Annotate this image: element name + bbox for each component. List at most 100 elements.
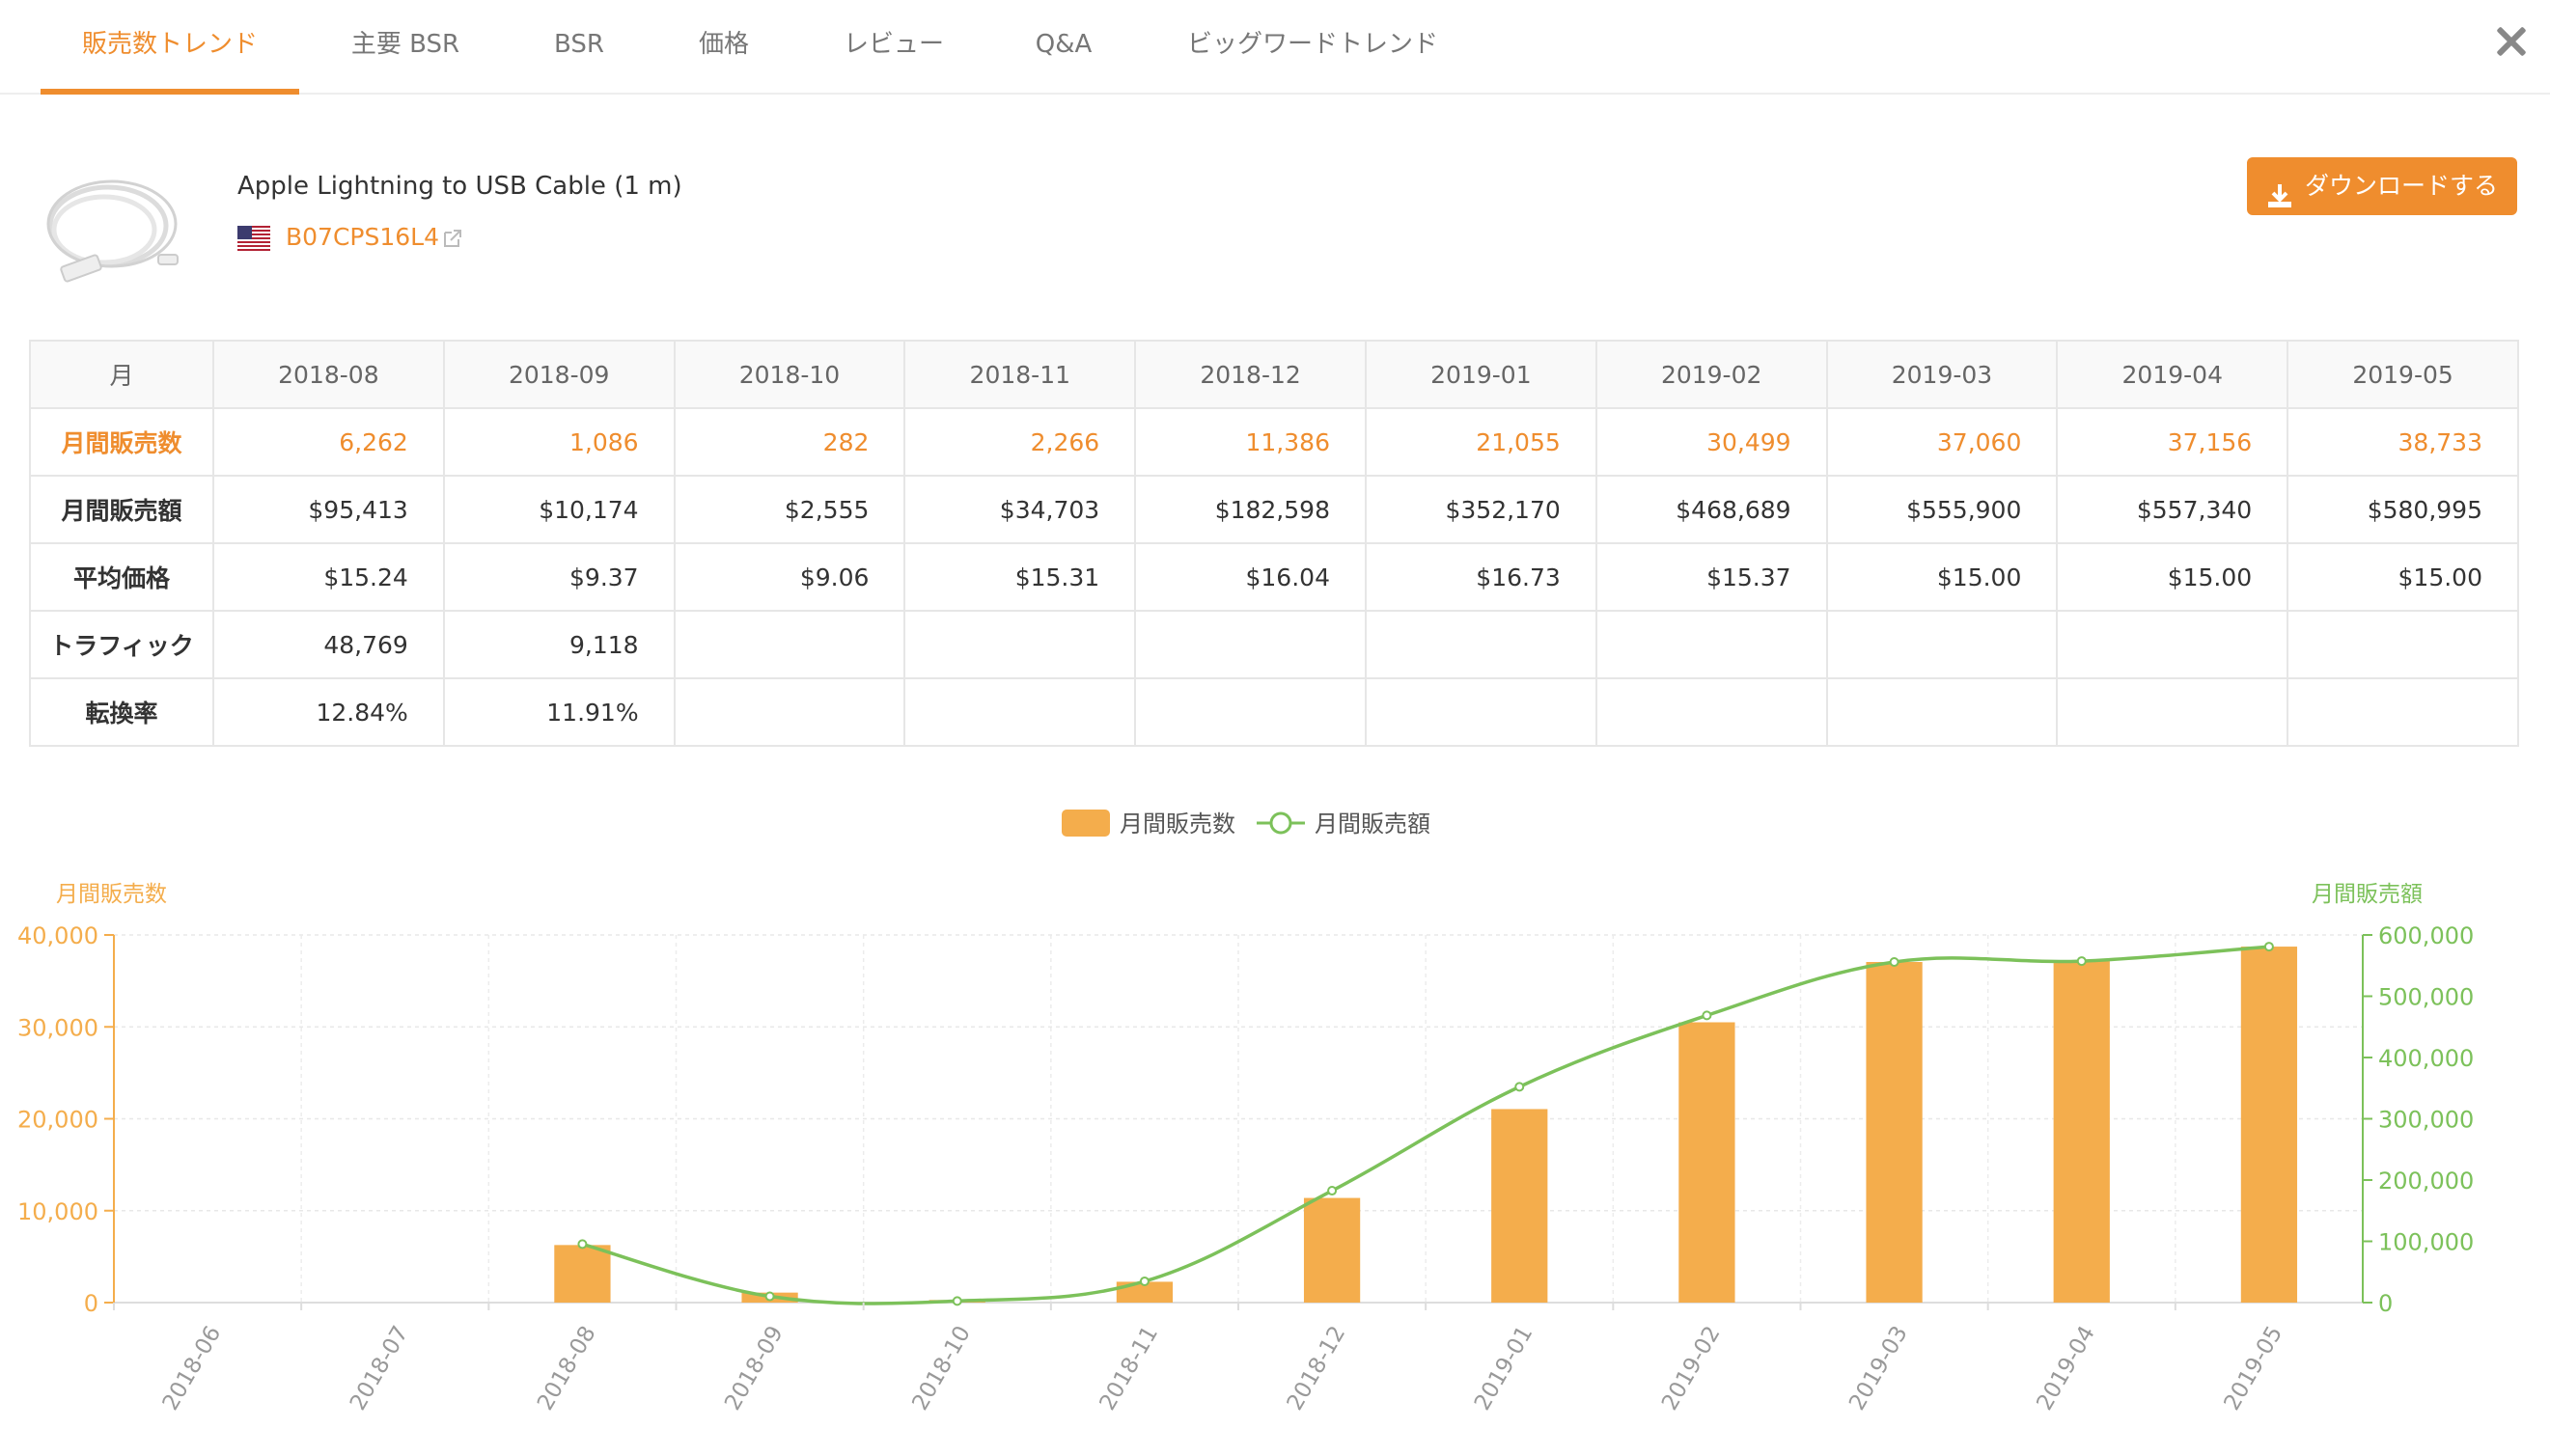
y-right-tick-label: 500,000 bbox=[2378, 984, 2474, 1011]
table-cell: $16.04 bbox=[1134, 542, 1367, 612]
tab-sales-trend[interactable]: 販売数トレンド bbox=[81, 30, 258, 59]
x-tick-label: 2019-04 bbox=[2032, 1322, 2100, 1415]
y-left-tick-label: 40,000 bbox=[17, 922, 98, 949]
table-cell: $95,413 bbox=[212, 475, 445, 544]
line-point bbox=[952, 1296, 962, 1306]
y-left-tick-label: 20,000 bbox=[17, 1107, 98, 1134]
table-cell bbox=[1134, 677, 1367, 747]
table-cell: $15.00 bbox=[1825, 542, 2059, 612]
sales-table: 月 2018-08 2018-09 2018-10 2018-11 2018-1… bbox=[29, 340, 2519, 747]
table-cell: $580,995 bbox=[2287, 475, 2519, 544]
table-cell: 30,499 bbox=[1594, 407, 1828, 477]
bar bbox=[1866, 962, 1923, 1303]
x-tick-label: 2019-03 bbox=[1844, 1322, 1913, 1415]
active-tab-indicator bbox=[41, 89, 299, 95]
table-cell bbox=[2056, 610, 2289, 679]
x-tick-label: 2019-02 bbox=[1657, 1322, 1726, 1415]
row-label: 月間販売額 bbox=[29, 475, 214, 544]
download-button[interactable]: ダウンロードする bbox=[2247, 157, 2517, 215]
sales-chart-svg: 40,000 30,000 20,000 10,000 0 600,000 500,000 4… bbox=[17, 810, 2474, 1415]
tab-price[interactable]: 価格 bbox=[698, 30, 749, 59]
month-header: 2019-05 bbox=[2287, 340, 2519, 409]
x-tick-label: 2018-11 bbox=[1095, 1322, 1164, 1415]
y-right-tick-label: 300,000 bbox=[2378, 1107, 2474, 1134]
table-cell: 11,386 bbox=[1134, 407, 1367, 477]
y-right-tick-label: 100,000 bbox=[2378, 1229, 2474, 1256]
table-cell bbox=[1594, 677, 1828, 747]
table-cell: 282 bbox=[673, 407, 906, 477]
table-cell: 9,118 bbox=[442, 610, 676, 679]
x-tick-label: 2018-08 bbox=[533, 1322, 601, 1415]
table-cell: $15.24 bbox=[212, 542, 445, 612]
table-row: 月間販売数 6,262 1,086 282 2,266 11,386 21,055 30,49… bbox=[29, 407, 2519, 477]
row-label: 転換率 bbox=[29, 677, 214, 747]
table-cell: $15.00 bbox=[2287, 542, 2519, 612]
y-right-tick-label: 200,000 bbox=[2378, 1168, 2474, 1195]
y-right-tick-label: 400,000 bbox=[2378, 1045, 2474, 1072]
table-cell bbox=[903, 677, 1137, 747]
table-cell: $9.37 bbox=[442, 542, 676, 612]
bar bbox=[1491, 1109, 1548, 1303]
external-link-icon[interactable] bbox=[442, 228, 463, 249]
x-tick-label: 2018-07 bbox=[346, 1322, 414, 1415]
close-icon[interactable] bbox=[2494, 25, 2527, 58]
table-cell: 38,733 bbox=[2287, 407, 2519, 477]
line-point bbox=[1139, 1276, 1150, 1286]
product-thumbnail bbox=[35, 172, 180, 293]
tab-bigword-trend[interactable]: ビッグワードトレンド bbox=[1186, 30, 1438, 59]
table-cell: $468,689 bbox=[1594, 475, 1828, 544]
table-cell: $34,703 bbox=[903, 475, 1137, 544]
table-cell bbox=[2287, 610, 2519, 679]
table-cell: $9.06 bbox=[673, 542, 906, 612]
asin-link[interactable]: B07CPS16L4 bbox=[286, 223, 440, 251]
bar bbox=[1678, 1022, 1735, 1303]
table-cell bbox=[2056, 677, 2289, 747]
table-cell: $15.00 bbox=[2056, 542, 2289, 612]
tab-bsr[interactable]: BSR bbox=[554, 30, 604, 59]
month-header: 2019-02 bbox=[1594, 340, 1828, 409]
table-cell: 1,086 bbox=[442, 407, 676, 477]
table-cell: 48,769 bbox=[212, 610, 445, 679]
legend-bar-swatch bbox=[1062, 810, 1110, 837]
table-cell bbox=[2287, 677, 2519, 747]
line-point bbox=[577, 1239, 588, 1250]
table-header-row: 月 2018-08 2018-09 2018-10 2018-11 2018-1… bbox=[29, 340, 2519, 409]
month-header: 2018-08 bbox=[212, 340, 445, 409]
row-label: 月間販売数 bbox=[29, 407, 214, 477]
y-left-tick-label: 30,000 bbox=[17, 1014, 98, 1041]
y-left-tick-label: 0 bbox=[84, 1290, 98, 1317]
product-title: Apple Lightning to USB Cable (1 m) bbox=[237, 172, 682, 201]
month-header: 2019-04 bbox=[2056, 340, 2289, 409]
tab-main-bsr[interactable]: 主要 BSR bbox=[350, 30, 460, 59]
y-left-axis-title: 月間販売数 bbox=[56, 882, 167, 907]
line-series bbox=[581, 945, 2270, 1305]
table-row: 平均価格 $15.24 $9.37 $9.06 $15.31 $16.04 $16.73 $1… bbox=[29, 542, 2519, 612]
row-label: トラフィック bbox=[29, 610, 214, 679]
table-cell bbox=[1364, 677, 1597, 747]
y-right-tick-label: 600,000 bbox=[2378, 922, 2474, 949]
table-cell: $182,598 bbox=[1134, 475, 1367, 544]
table-cell: 37,156 bbox=[2056, 407, 2289, 477]
month-header: 2018-11 bbox=[903, 340, 1137, 409]
tab-review[interactable]: レビュー bbox=[843, 30, 944, 59]
x-tick-label: 2018-10 bbox=[907, 1322, 976, 1415]
table-cell: 2,266 bbox=[903, 407, 1137, 477]
sales-chart: 40,000 30,000 20,000 10,000 0 600,000 500,000 4… bbox=[0, 791, 2550, 1456]
table-cell: 21,055 bbox=[1364, 407, 1597, 477]
month-header: 2018-09 bbox=[442, 340, 676, 409]
month-header: 2018-12 bbox=[1134, 340, 1367, 409]
line-point bbox=[2076, 956, 2087, 967]
line-point bbox=[1889, 957, 1899, 968]
tab-qa[interactable]: Q&A bbox=[1035, 30, 1093, 59]
month-header: 2019-03 bbox=[1825, 340, 2059, 409]
table-cell: 37,060 bbox=[1825, 407, 2059, 477]
table-cell: $352,170 bbox=[1364, 475, 1597, 544]
table-cell: $557,340 bbox=[2056, 475, 2289, 544]
x-tick-label: 2018-12 bbox=[1283, 1322, 1351, 1415]
legend-line-label: 月間販売額 bbox=[1315, 810, 1430, 838]
y-right-tick-label: 0 bbox=[2378, 1290, 2393, 1317]
table-cell: $16.73 bbox=[1364, 542, 1597, 612]
table-row: 月間販売額 $95,413 $10,174 $2,555 $34,703 $182,598… bbox=[29, 475, 2519, 544]
tab-bar: 販売数トレンド 主要 BSR BSR 価格 レビュー Q&A ビッグワードトレン… bbox=[0, 0, 2550, 95]
x-tick-label: 2018-09 bbox=[720, 1322, 789, 1415]
